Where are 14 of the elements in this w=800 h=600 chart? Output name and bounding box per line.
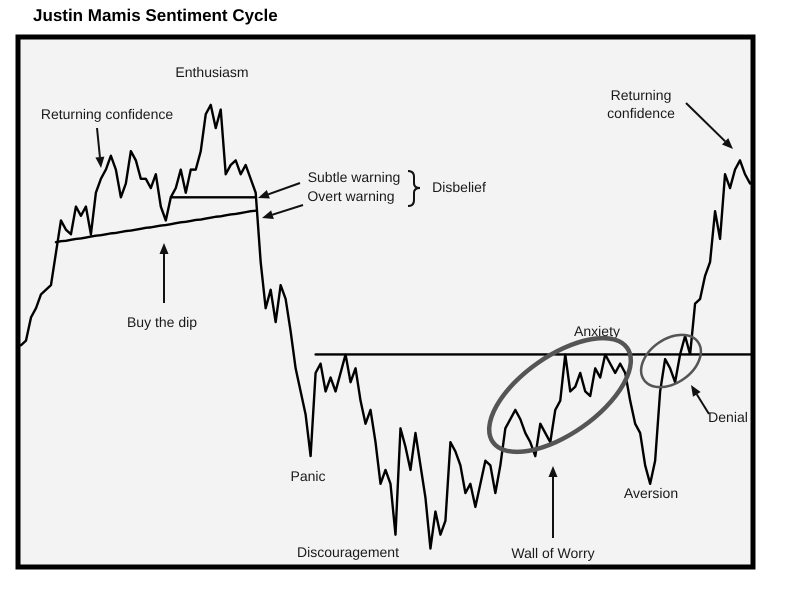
annotation: Returning confidence — [40, 106, 174, 122]
annotation: Wall of Worry — [511, 545, 595, 561]
annotation: Buy the dip — [126, 314, 198, 330]
annotation: Panic — [290, 468, 326, 484]
annotation: Aversion — [624, 485, 678, 501]
annotation: Anxiety — [574, 323, 620, 339]
text: Enthusiasm — [175, 64, 249, 80]
annotation: Denial — [708, 409, 748, 425]
annotation: Discouragement — [297, 544, 400, 560]
chart-title: Justin Mamis Sentiment Cycle — [33, 6, 278, 25]
annotation: Overt warning — [307, 188, 395, 204]
annotation: Subtle warning — [308, 169, 400, 185]
annotation: Disbelief — [432, 179, 486, 195]
annotation: Returning confidence — [607, 87, 676, 121]
